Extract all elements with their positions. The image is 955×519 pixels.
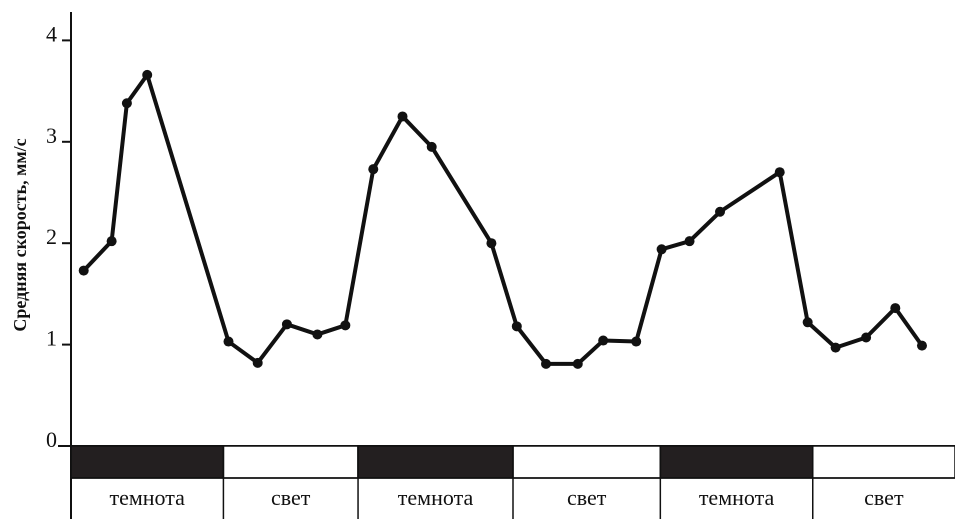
period-label: свет [567, 485, 607, 510]
data-point [340, 320, 351, 331]
data-point [106, 236, 117, 247]
y-tick-label: 1 [46, 326, 57, 351]
period-bar [70, 445, 225, 479]
y-axis-label: Средняя скорость, мм/с [10, 138, 30, 331]
data-point [426, 141, 437, 152]
data-point [252, 357, 263, 368]
period-label: темнота [699, 485, 775, 510]
y-tick-label: 3 [46, 123, 57, 148]
data-point [121, 98, 132, 109]
data-point [774, 167, 785, 178]
data-point [861, 332, 872, 343]
data-point [916, 340, 927, 351]
data-point [684, 236, 695, 247]
period-bar [811, 445, 955, 479]
data-point [511, 321, 522, 332]
period-bar [659, 445, 814, 479]
data-point [397, 111, 408, 122]
data-point [368, 164, 379, 175]
data-point [830, 342, 841, 353]
data-point [78, 265, 89, 276]
data-point [572, 358, 583, 369]
period-bar [222, 445, 359, 479]
data-point [541, 358, 552, 369]
period-label: темнота [109, 485, 185, 510]
period-label: темнота [398, 485, 474, 510]
period-label: свет [864, 485, 904, 510]
data-point [802, 317, 813, 328]
data-point [486, 238, 497, 249]
data-point [312, 329, 323, 340]
data-point [281, 319, 292, 330]
period-label: свет [271, 485, 311, 510]
data-point [656, 244, 667, 255]
y-tick-label: 2 [46, 224, 57, 249]
data-point [142, 69, 153, 80]
data-point [223, 336, 234, 347]
y-tick-label: 4 [46, 21, 57, 46]
period-bar [512, 445, 662, 479]
y-tick-label: 0 [46, 427, 57, 452]
period-bar [357, 445, 514, 479]
data-point [598, 335, 609, 346]
data-point [890, 303, 901, 314]
data-point [631, 336, 642, 347]
data-point [715, 206, 726, 217]
data-line [82, 72, 924, 366]
